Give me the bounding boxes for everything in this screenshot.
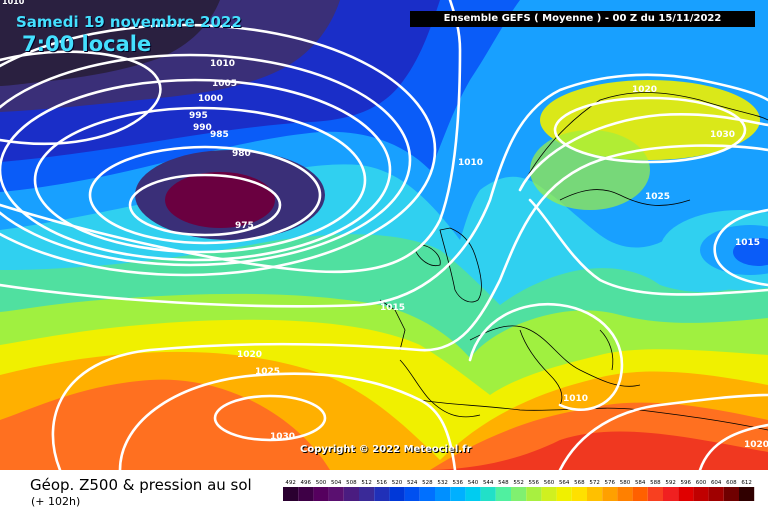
isobar-label: 1000 <box>198 94 223 104</box>
isobar-label: 990 <box>193 123 212 133</box>
legend-tick-label: 540 <box>468 480 479 486</box>
legend-tick-label: 512 <box>361 480 372 486</box>
legend-tick-label: 576 <box>605 480 616 486</box>
legend-tick-label: 532 <box>437 480 448 486</box>
legend-swatch <box>556 487 572 501</box>
isobar-label: 1010 <box>563 394 588 404</box>
legend-swatch <box>495 487 511 501</box>
isobar-label: 1020 <box>744 440 768 450</box>
isobar-label: 1020 <box>632 85 657 95</box>
legend-tick-label: 564 <box>559 480 570 486</box>
z500-zone <box>530 130 650 210</box>
z500-zone <box>0 0 220 86</box>
legend-tick-label: 584 <box>635 480 646 486</box>
isobar-label: 1005 <box>212 79 237 89</box>
legend-swatch <box>678 487 694 501</box>
legend-swatch <box>587 487 603 501</box>
legend-tick-label: 588 <box>650 480 661 486</box>
legend-swatch <box>298 487 314 501</box>
legend-swatch <box>374 487 390 501</box>
isobar-label: 1020 <box>237 350 262 360</box>
trough-core <box>185 193 235 217</box>
isobar-label: 975 <box>235 221 254 231</box>
legend-tick-label: 492 <box>285 480 296 486</box>
isobar-label: 1015 <box>380 303 405 313</box>
legend-tick-label: 604 <box>711 480 722 486</box>
legend-swatch <box>480 487 496 501</box>
legend-swatch <box>632 487 648 501</box>
footer-panel: Géop. Z500 & pression au sol (+ 102h) 49… <box>0 470 768 512</box>
legend-swatch <box>343 487 359 501</box>
legend-swatch <box>359 487 375 501</box>
legend-tick-label: 548 <box>498 480 509 486</box>
legend-swatch <box>283 487 299 501</box>
isobar-label: 1025 <box>645 192 670 202</box>
legend-tick-label: 544 <box>483 480 494 486</box>
isobar-label: 985 <box>210 130 229 140</box>
legend-tick-label: 572 <box>589 480 600 486</box>
legend-swatch <box>389 487 405 501</box>
legend-tick-label: 556 <box>529 480 540 486</box>
legend-swatch <box>723 487 739 501</box>
forecast-date: Samedi 19 novembre 2022 <box>16 13 242 31</box>
legend-tick-label: 496 <box>301 480 312 486</box>
legend-tick-label: 600 <box>696 480 707 486</box>
lead-time: (+ 102h) <box>31 495 81 508</box>
isobar-label: 1010 <box>210 59 235 69</box>
legend-swatch <box>419 487 435 501</box>
legend-tick-label: 528 <box>422 480 433 486</box>
legend-tick-label: 520 <box>392 480 403 486</box>
weather-map: 1010 1005 1000 995 990 985 980 975 1010 … <box>0 0 768 470</box>
legend-tick-label: 524 <box>407 480 418 486</box>
color-legend: 492 496 500 504 508 512 516 520 524 528 532 536 540 5… <box>283 480 755 501</box>
legend-swatch <box>617 487 633 501</box>
legend-swatch <box>693 487 709 501</box>
legend-tick-label: 504 <box>331 480 342 486</box>
legend-tick-label: 592 <box>665 480 676 486</box>
model-run-banner: Ensemble GEFS ( Moyenne ) - 00 Z du 15/1… <box>410 11 755 27</box>
legend-tick-label: 596 <box>681 480 692 486</box>
isobar-label: 995 <box>189 111 208 121</box>
legend-swatch <box>602 487 618 501</box>
legend-tick-label: 508 <box>346 480 357 486</box>
legend-tick-label: 560 <box>544 480 555 486</box>
isobar-label: 1010 <box>458 158 483 168</box>
corner-isobar-label: 1010 <box>2 0 25 6</box>
z500-zone <box>733 238 768 266</box>
isobars <box>0 0 768 470</box>
isobar-label: 1025 <box>255 367 280 377</box>
legend-swatch <box>465 487 481 501</box>
legend-tick-label: 536 <box>453 480 464 486</box>
legend-tick-label: 552 <box>513 480 524 486</box>
legend-swatch <box>663 487 679 501</box>
legend-tick-label: 568 <box>574 480 585 486</box>
legend-tick-label: 612 <box>741 480 752 486</box>
legend-swatch <box>571 487 587 501</box>
isobar-label: 980 <box>232 149 251 159</box>
forecast-local-time: 7:00 locale <box>22 32 152 56</box>
legend-swatch <box>647 487 663 501</box>
legend-tick-label: 608 <box>726 480 737 486</box>
isobar-label: 1015 <box>735 238 760 248</box>
isobar-label: 1030 <box>270 432 295 442</box>
legend-swatch <box>328 487 344 501</box>
legend-swatch <box>739 487 755 501</box>
isobar-label: 1030 <box>710 130 735 140</box>
legend-swatch <box>313 487 329 501</box>
legend-swatch <box>541 487 557 501</box>
legend-swatch <box>511 487 527 501</box>
legend-swatch <box>435 487 451 501</box>
legend-swatch <box>526 487 542 501</box>
legend-swatch <box>450 487 466 501</box>
legend-swatch <box>708 487 724 501</box>
parameter-title: Géop. Z500 & pression au sol <box>30 476 252 494</box>
copyright-notice: Copyright © 2022 Meteociel.fr <box>300 444 472 455</box>
legend-tick-label: 580 <box>620 480 631 486</box>
legend-tick-label: 500 <box>316 480 327 486</box>
isobar-labels: 1010 1005 1000 995 990 985 980 975 1010 … <box>189 59 768 450</box>
legend-swatch <box>404 487 420 501</box>
legend-tick-label: 516 <box>377 480 388 486</box>
